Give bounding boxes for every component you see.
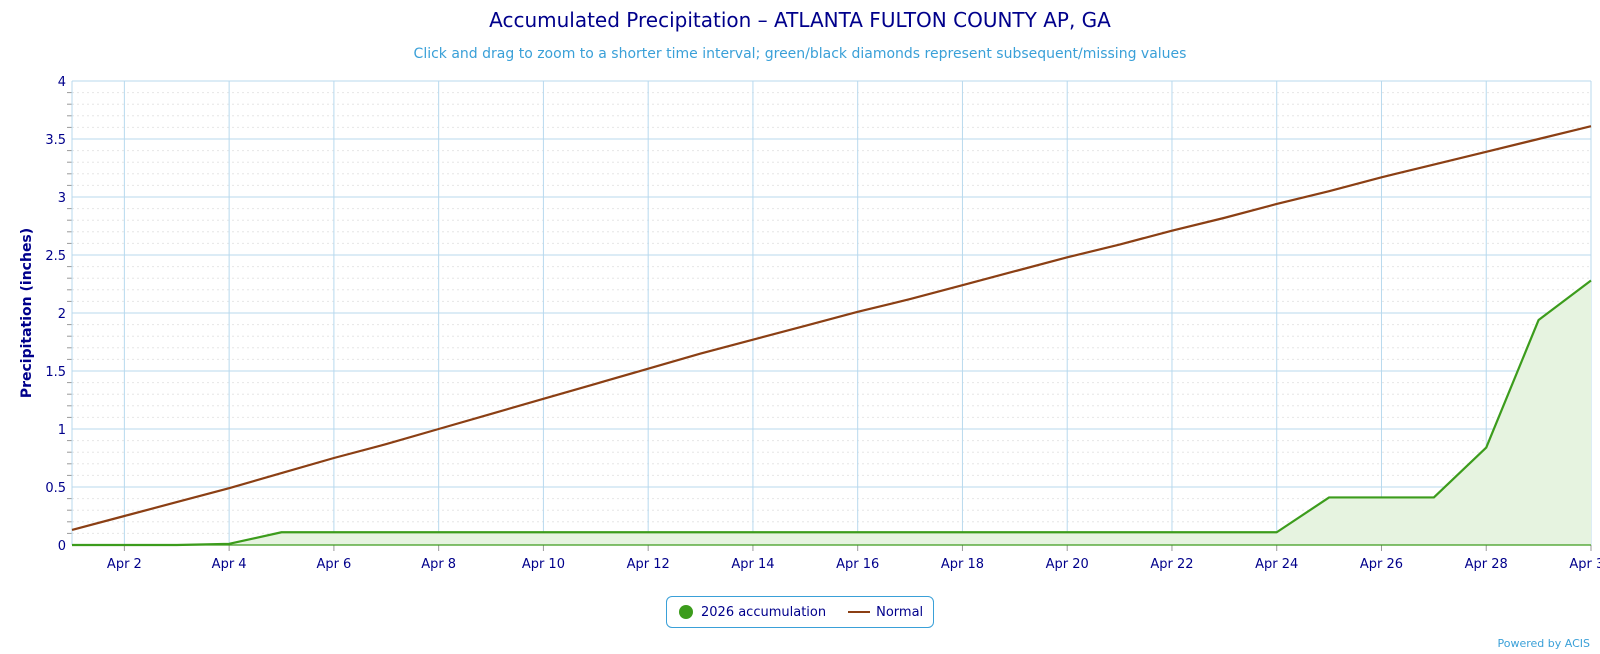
legend-accumulation-label: 2026 accumulation bbox=[701, 604, 827, 620]
x-tick-label: Apr 6 bbox=[316, 557, 351, 572]
normal-line bbox=[71, 125, 1592, 531]
x-tick-label: Apr 16 bbox=[836, 557, 879, 572]
x-tick-label: Apr 26 bbox=[1360, 557, 1403, 572]
y-tick-label: 1.5 bbox=[45, 365, 66, 380]
x-tick-label: Apr 18 bbox=[941, 557, 984, 572]
y-tick-label: 0.5 bbox=[45, 481, 66, 496]
y-tick-label: 2.5 bbox=[45, 249, 66, 264]
chart-title: Accumulated Precipitation – ATLANTA FULT… bbox=[489, 8, 1111, 32]
accumulation-area bbox=[72, 280, 1591, 545]
legend-item-normal[interactable]: Normal bbox=[826, 605, 923, 620]
x-tick-label: Apr 4 bbox=[212, 557, 247, 572]
x-tick-label: Apr 8 bbox=[421, 557, 456, 572]
y-tick-label: 2 bbox=[58, 307, 66, 322]
x-tick-label: Apr 2 bbox=[107, 557, 142, 572]
x-tick-label: Apr 28 bbox=[1465, 557, 1508, 572]
x-tick-label: Apr 12 bbox=[627, 557, 670, 572]
powered-by-credit[interactable]: Powered by ACIS bbox=[1497, 637, 1591, 650]
y-tick-label: 4 bbox=[58, 75, 66, 90]
y-axis-title: Precipitation (inches) bbox=[19, 228, 35, 398]
chart-subtitle: Click and drag to zoom to a shorter time… bbox=[413, 46, 1187, 62]
x-tick-label: Apr 24 bbox=[1255, 557, 1298, 572]
y-tick-label: 0 bbox=[58, 539, 66, 554]
x-tick-label: Apr 22 bbox=[1150, 557, 1193, 572]
x-tick-label: Apr 10 bbox=[522, 557, 565, 572]
legend-accumulation-marker bbox=[679, 605, 693, 619]
chart-legend: 2026 accumulation Normal bbox=[666, 596, 934, 628]
y-tick-label: 1 bbox=[58, 423, 66, 438]
legend-item-accumulation[interactable]: 2026 accumulation bbox=[667, 605, 826, 620]
y-tick-label: 3.5 bbox=[45, 133, 66, 148]
x-tick-label: Apr 14 bbox=[731, 557, 774, 572]
x-tick-label: Apr 20 bbox=[1046, 557, 1089, 572]
legend-normal-label: Normal bbox=[876, 604, 924, 620]
accumulation-line bbox=[72, 279, 1592, 547]
y-tick-label: 3 bbox=[58, 191, 66, 206]
x-tick-label: Apr 30 bbox=[1569, 557, 1600, 572]
legend-normal-marker bbox=[848, 611, 871, 613]
